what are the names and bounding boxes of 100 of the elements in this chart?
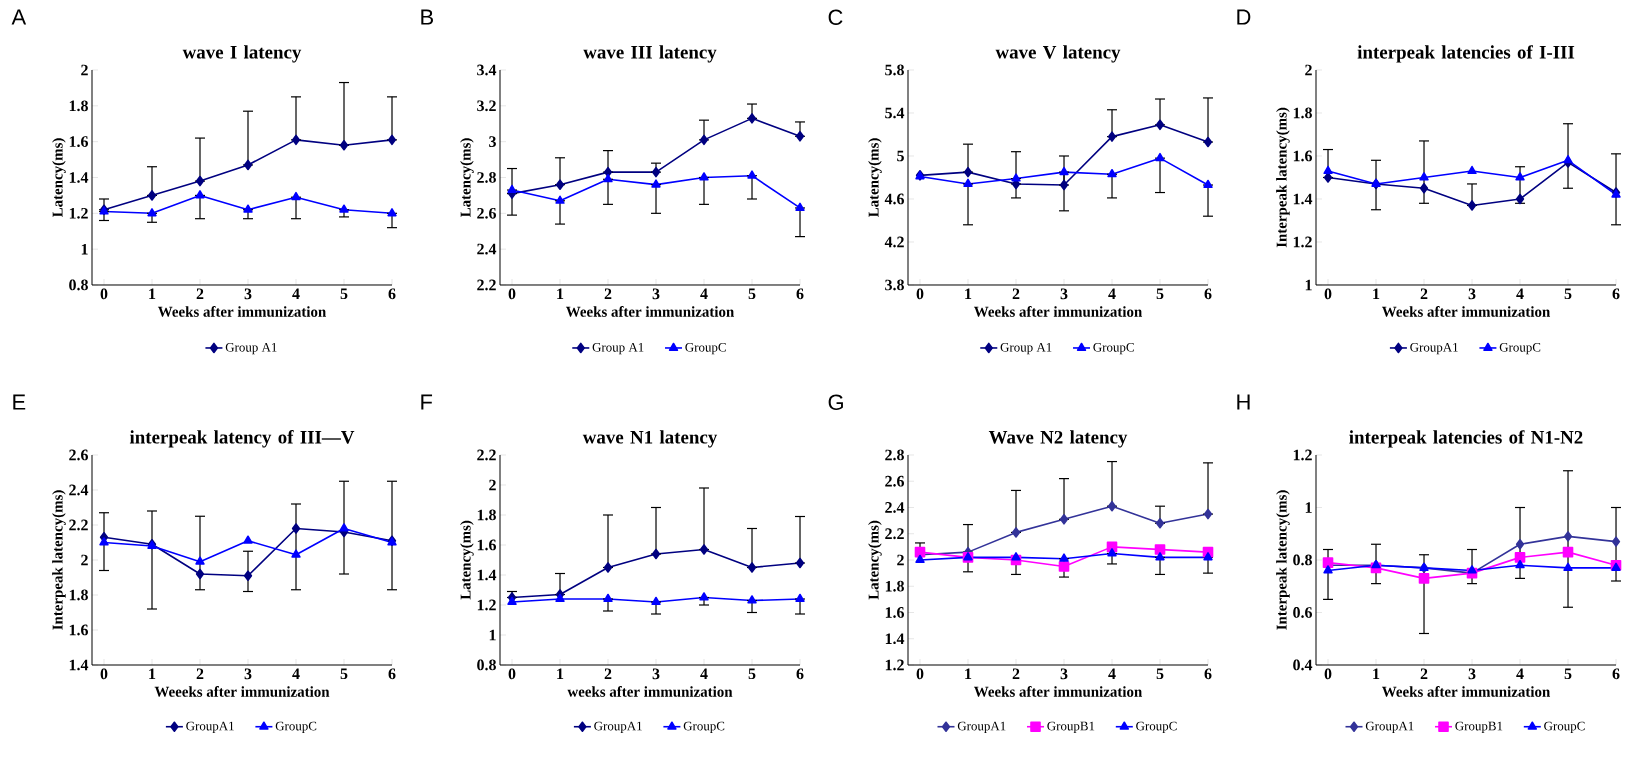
x-tick-label: 5 [340,668,348,680]
x-tick-label: 4 [700,668,708,680]
y-tick-label: 1.8 [477,509,496,521]
x-tick-label: 1 [149,668,156,680]
y-tick-label: 5.8 [885,64,904,76]
y-tick-label: 1.8 [885,580,904,592]
y-tick-label: 2 [81,554,88,566]
text: H [1237,394,1250,410]
y-tick-label: 2.8 [477,172,496,183]
x-tick-label: 2 [1012,288,1020,300]
x-tick-label: 4 [700,288,708,300]
x-tick-label: 4 [1516,288,1524,300]
legend-label: GroupA1 [1365,721,1414,734]
chart-title: wave I latency [182,45,302,63]
y-tick-label: 1.4 [477,569,497,581]
x-tick-label: 4 [292,668,300,680]
y-tick-label: 1.2 [477,599,496,611]
y-tick-label: 1.6 [69,136,89,148]
x-axis-title: Weeks after immunization [973,686,1143,697]
y-tick-label: 4.2 [884,236,904,248]
x-tick-label: 3 [1468,668,1476,680]
x-tick-label: 6 [1204,668,1212,680]
x-tick-label: 6 [1612,288,1620,300]
x-tick-label: 6 [388,288,396,300]
x-tick-label: 5 [748,288,756,300]
x-tick-label: 4 [1516,668,1524,680]
y-tick-label: 2 [489,479,496,491]
x-axis-title: Weeeks after immunization [154,686,330,697]
x-tick-label: 0 [1324,668,1332,680]
legend-label: GroupB1 [1047,721,1095,734]
legend-label: GroupC [1499,342,1541,355]
x-tick-label: 2 [604,288,612,300]
y-tick-label: 1.8 [1293,107,1312,119]
x-axis-title: weeks after immunization [567,686,733,697]
x-tick-label: 2 [196,668,204,680]
y-tick-label: 1.2 [1293,449,1312,461]
y-tick-label: 1.4 [69,172,89,183]
x-axis-title: Weeks after immunization [1381,306,1551,317]
y-tick-label: 2.2 [885,528,904,540]
x-tick-label: 1 [557,288,564,300]
y-tick-label: 3.4 [477,64,497,76]
y-tick-label: 2.2 [69,519,88,531]
x-tick-label: 5 [748,668,756,680]
y-tick-label: 2.6 [69,449,89,461]
x-tick-label: 6 [388,668,396,680]
y-tick-label: 2.2 [477,449,496,461]
chart-title: interpeak latencies of I-III [1357,45,1575,63]
y-tick-label: 1.2 [69,207,88,219]
y-tick-label: 0.4 [1293,659,1313,671]
x-tick-label: 0 [916,288,924,300]
text: G [828,394,843,411]
x-tick-label: 0 [100,288,108,300]
y-tick-label: 2 [1305,64,1312,76]
x-tick-label: 5 [1156,668,1164,680]
y-tick-label: 3 [489,136,496,148]
x-tick-label: 2 [1420,668,1428,680]
legend-label: GroupC [275,721,317,734]
y-axis-title: Latency(ms) [868,520,882,600]
x-tick-label: 1 [1373,668,1380,680]
x-tick-label: 5 [340,288,348,300]
y-axis-title: Latency(ms) [460,138,474,218]
y-tick-label: 2 [897,554,904,566]
x-tick-label: 6 [1204,288,1212,300]
y-tick-label: 3.2 [477,100,496,112]
y-tick-label: 2.6 [885,475,905,487]
legend-label: GroupC [683,721,725,734]
y-tick-label: 1.4 [885,633,905,645]
legend-label: GroupB1 [1455,721,1503,734]
x-tick-label: 1 [965,668,972,680]
x-tick-label: 6 [1612,668,1620,680]
y-tick-label: 1.4 [69,659,89,671]
x-tick-label: 0 [508,668,516,680]
x-tick-label: 5 [1564,288,1572,300]
x-axis-title: Weeks after immunization [1381,686,1551,697]
x-tick-label: 5 [1156,288,1164,300]
y-axis-title: Latency(ms) [52,138,66,218]
x-tick-label: 5 [1564,668,1572,680]
y-tick-label: 1.2 [1293,236,1312,248]
x-tick-label: 2 [1012,668,1020,680]
legend-label: GroupC [1136,721,1177,734]
text: E [13,394,26,410]
legend-label: GroupA1 [1410,342,1458,355]
text: F [421,394,433,410]
legend-label: GroupA1 [186,721,234,734]
y-axis-title: Latency(ms) [460,520,474,600]
y-tick-label: 3.8 [885,279,904,291]
x-axis-title: Weeks after immunization [973,306,1143,317]
chart-title: interpeak latency of III—V [129,430,355,448]
legend-label: Group A1 [592,342,644,355]
y-axis-title: Interpeak latency(ms) [52,490,66,630]
y-tick-label: 2 [81,64,88,76]
y-tick-label: 5.4 [885,107,905,119]
x-tick-label: 0 [508,288,516,300]
x-axis-title: Weeks after immunization [565,306,735,317]
y-tick-label: 2.4 [69,484,89,496]
x-tick-label: 4 [1108,668,1116,680]
x-tick-label: 1 [149,288,156,300]
x-tick-label: 3 [244,288,252,300]
chart-title: Wave N2 latency [988,430,1128,448]
y-tick-label: 1 [1305,279,1312,291]
